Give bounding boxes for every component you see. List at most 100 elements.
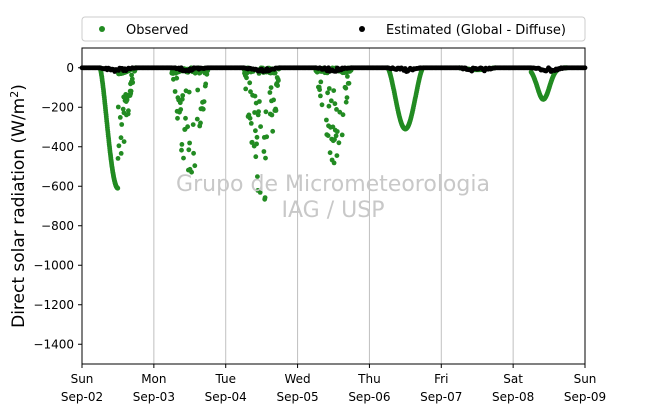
grid-lines (153, 48, 514, 364)
x-tick-day-label: Wed (284, 372, 310, 386)
observed-point (252, 93, 258, 99)
y-tick-label: −1000 (33, 258, 74, 272)
y-tick-label: 0 (66, 61, 74, 75)
observed-point (267, 90, 273, 95)
estimated-series (79, 65, 588, 74)
observed-point (118, 135, 124, 141)
observed-point (120, 106, 126, 112)
observed-point (268, 85, 274, 90)
observed-point (332, 101, 338, 107)
observed-point (128, 88, 134, 94)
observed-point (172, 89, 178, 94)
observed-point (326, 103, 332, 109)
y-tick-label: −600 (41, 179, 74, 193)
plot-frame (81, 47, 586, 365)
observed-point (339, 132, 345, 138)
observed-point (269, 112, 275, 118)
x-tick-date-label: Sep-05 (276, 390, 318, 404)
x-tick-day-label: Sat (503, 372, 523, 386)
x-tick-date-label: Sep-08 (492, 390, 534, 404)
x-tick-date-label: Sep-06 (348, 390, 390, 404)
watermark-line-2: IAG / USP (282, 198, 385, 223)
observed-point (180, 93, 186, 98)
observed-point (243, 86, 249, 92)
observed-point (325, 133, 331, 139)
x-tick-date-label: Sep-03 (133, 390, 175, 404)
observed-point (181, 155, 186, 161)
observed-point (263, 155, 268, 161)
legend-marker-estimated (359, 26, 365, 32)
x-tick-day-label: Tue (214, 372, 236, 386)
observed-point (183, 115, 188, 121)
observed-point (191, 150, 197, 156)
observed-point (327, 150, 333, 156)
x-tick-day-label: Sun (71, 372, 94, 386)
observed-point (346, 80, 352, 86)
legend-label-observed: Observed (126, 23, 189, 38)
observed-point (318, 79, 324, 85)
observed-point (200, 106, 206, 112)
observed-point (201, 99, 207, 104)
observed-point (130, 80, 136, 85)
observed-point (115, 156, 121, 161)
observed-point (336, 140, 342, 146)
observed-point (247, 80, 253, 86)
observed-point (258, 124, 263, 129)
observed-point (273, 108, 279, 113)
observed-point (262, 195, 268, 201)
observed-point (254, 134, 260, 140)
observed-point (198, 120, 203, 126)
observed-point (248, 89, 253, 95)
observed-point (249, 139, 255, 145)
observed-point (179, 142, 185, 147)
observed-point (129, 76, 135, 82)
observed-point (192, 163, 198, 169)
observed-point (276, 78, 281, 83)
observed-point (345, 74, 350, 79)
observed-point (203, 81, 209, 87)
observed-point (330, 124, 336, 130)
legend-frame (81, 16, 586, 42)
observed-point (333, 133, 339, 139)
observed-point (255, 174, 260, 180)
y-tick-label: −1400 (33, 337, 74, 351)
observed-point (175, 115, 180, 121)
observed-point (256, 109, 261, 114)
observed-point (244, 75, 249, 81)
observed-point (275, 83, 280, 88)
observed-point (129, 72, 135, 78)
observed-point (247, 115, 253, 121)
observed-point (253, 154, 259, 160)
legend-marker-observed (99, 26, 105, 32)
observed-point (174, 75, 180, 81)
y-tick-label: −400 (41, 140, 74, 154)
x-axis-ticks: Sun Sep-02 Mon Sep-03 Tue Sep-04 Wed Sep-05 Thu S… (61, 364, 606, 404)
observed-point (186, 147, 192, 153)
observed-point (186, 89, 192, 95)
x-tick-date-label: Sep-04 (205, 390, 247, 404)
observed-point (115, 185, 121, 191)
x-tick-day-label: Sun (574, 372, 597, 386)
observed-point (253, 128, 258, 134)
observed-point (179, 96, 185, 102)
observed-point (334, 129, 340, 134)
observed-point (271, 97, 276, 103)
legend: Observed Estimated (Global - Diffuse) (81, 16, 586, 42)
observed-point (118, 151, 124, 156)
observed-point (319, 102, 325, 108)
observed-point (272, 70, 278, 76)
y-tick-label: −800 (41, 219, 74, 233)
observed-point (116, 143, 122, 149)
x-tick-day-label: Fri (434, 372, 448, 386)
observed-point (270, 128, 276, 134)
observed-point (187, 140, 193, 146)
observed-point (343, 99, 349, 105)
observed-point (318, 93, 323, 99)
observed-point (261, 149, 267, 154)
observed-point (317, 87, 322, 93)
observed-point (328, 98, 334, 104)
observed-point (125, 108, 131, 114)
observed-point (254, 141, 259, 147)
observed-point (194, 116, 200, 122)
